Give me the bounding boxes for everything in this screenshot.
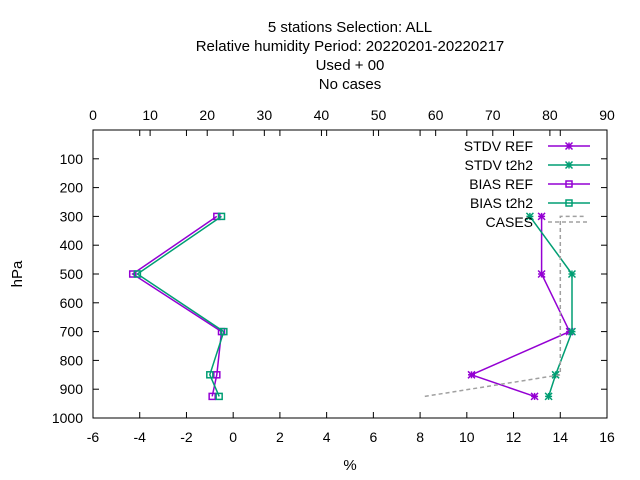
- data-point: [208, 392, 216, 401]
- x-tick-label: 16: [599, 429, 615, 445]
- y-axis-label: hPa: [9, 260, 26, 287]
- legend-marker: [564, 160, 574, 170]
- data-point: [537, 269, 546, 279]
- y-tick-label: 200: [60, 180, 84, 196]
- y-tick-label: 800: [60, 352, 84, 368]
- series-stdv-t2h2: [525, 212, 576, 401]
- y-tick-label: 700: [60, 324, 84, 340]
- x-tick-label: 14: [552, 429, 568, 445]
- y-tick-label: 100: [60, 151, 84, 167]
- legend-label: STDV t2h2: [465, 157, 534, 173]
- x2-tick-label: 60: [428, 107, 444, 123]
- chart-title-line: Relative humidity Period: 20220201-20220…: [196, 38, 505, 55]
- data-point: [567, 327, 576, 336]
- data-point: [213, 371, 221, 379]
- x-tick-label: -2: [180, 429, 193, 445]
- series-cases: [424, 215, 584, 398]
- x-tick-label: 8: [416, 429, 424, 445]
- x-tick-label: 0: [229, 429, 237, 445]
- data-point: [215, 392, 223, 401]
- x2-tick-label: 50: [371, 107, 387, 123]
- chart-title-line: 5 stations Selection: ALL: [268, 19, 432, 36]
- x2-tick-label: 40: [314, 107, 330, 123]
- x-tick-label: -4: [134, 429, 147, 445]
- series-line: [469, 216, 571, 398]
- y-tick-label: 900: [60, 381, 84, 397]
- series-line: [529, 215, 573, 397]
- x2-tick-label: 90: [599, 107, 615, 123]
- x-tick-label: 6: [369, 429, 377, 445]
- data-point: [220, 327, 228, 336]
- data-point: [206, 371, 214, 379]
- plot-frame: [92, 129, 608, 419]
- data-point: [133, 270, 142, 278]
- x-tick-label: 2: [276, 429, 284, 445]
- legend-label: BIAS REF: [469, 176, 533, 192]
- x2-tick-label: 80: [542, 107, 558, 123]
- legend-label: STDV REF: [464, 138, 533, 154]
- legend-marker: [565, 199, 573, 207]
- legend-marker: [565, 180, 573, 188]
- series-line: [424, 215, 584, 398]
- x-axis-label: %: [343, 457, 356, 474]
- x2-tick-label: 70: [485, 107, 501, 123]
- series-line: [136, 215, 225, 397]
- x-tick-label: 12: [506, 429, 522, 445]
- x-tick-label: 4: [323, 429, 331, 445]
- x-tick-label: 10: [459, 429, 475, 445]
- chart-title-line: Used + 00: [316, 57, 385, 74]
- data-point: [530, 392, 539, 401]
- data-point: [128, 270, 137, 278]
- legend-label: BIAS t2h2: [470, 195, 533, 211]
- data-point: [567, 269, 576, 279]
- legend-marker: [564, 141, 574, 151]
- legend-label: CASES: [486, 214, 533, 230]
- data-point: [525, 212, 534, 221]
- x-tick-label: -6: [87, 429, 100, 445]
- y-tick-label: 600: [60, 295, 84, 311]
- data-point: [537, 212, 546, 221]
- x2-tick-label: 0: [89, 107, 97, 123]
- x2-tick-label: 30: [257, 107, 273, 123]
- y-tick-label: 1000: [52, 410, 83, 426]
- x2-tick-label: 20: [199, 107, 215, 123]
- data-point: [544, 392, 553, 401]
- data-point: [217, 212, 226, 221]
- x2-tick-label: 10: [142, 107, 158, 123]
- data-point: [467, 370, 476, 379]
- y-tick-label: 400: [60, 237, 84, 253]
- series-line: [131, 215, 223, 397]
- series-bias-t2h2: [133, 212, 228, 401]
- y-tick-label: 500: [60, 266, 84, 282]
- chart-title-line: No cases: [319, 76, 382, 93]
- y-tick-label: 300: [60, 208, 84, 224]
